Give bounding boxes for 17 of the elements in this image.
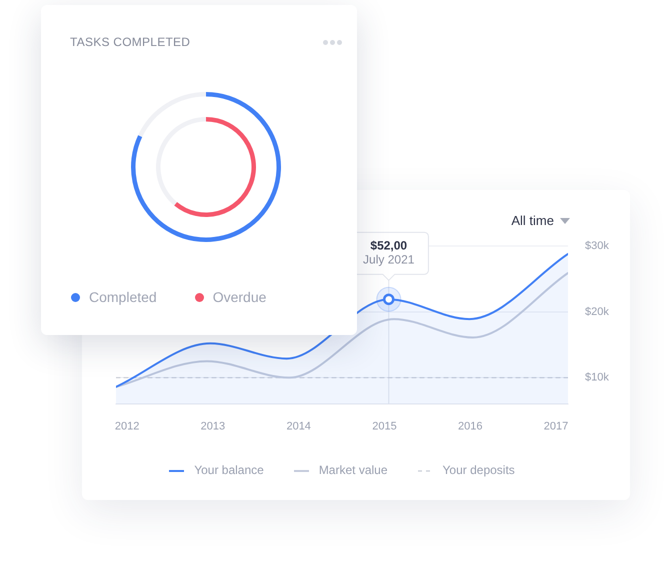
legend-label: Market value bbox=[318, 463, 388, 478]
x-tick-label: 2015 bbox=[372, 420, 397, 433]
legend-label: Overdue bbox=[212, 288, 266, 306]
legend-label: Your balance bbox=[194, 463, 264, 478]
legend-label: Your deposits bbox=[442, 463, 515, 478]
y-tick-label: $10k bbox=[585, 372, 610, 384]
chart-title: TASKS COMPLETED bbox=[70, 35, 190, 50]
legend-label: Completed bbox=[89, 288, 157, 306]
x-tick-label: 2016 bbox=[458, 420, 482, 433]
x-tick-label: 2013 bbox=[200, 420, 226, 433]
x-tick-label: 2014 bbox=[286, 420, 311, 433]
annotation: $52,00 July 2021 bbox=[363, 238, 415, 267]
text: All time bbox=[511, 213, 554, 229]
y-tick-label: $30k bbox=[585, 240, 610, 252]
x-tick-label: 2012 bbox=[114, 420, 140, 433]
y-tick-label: $20k bbox=[585, 306, 610, 318]
x-tick-label: 2017 bbox=[544, 420, 568, 433]
